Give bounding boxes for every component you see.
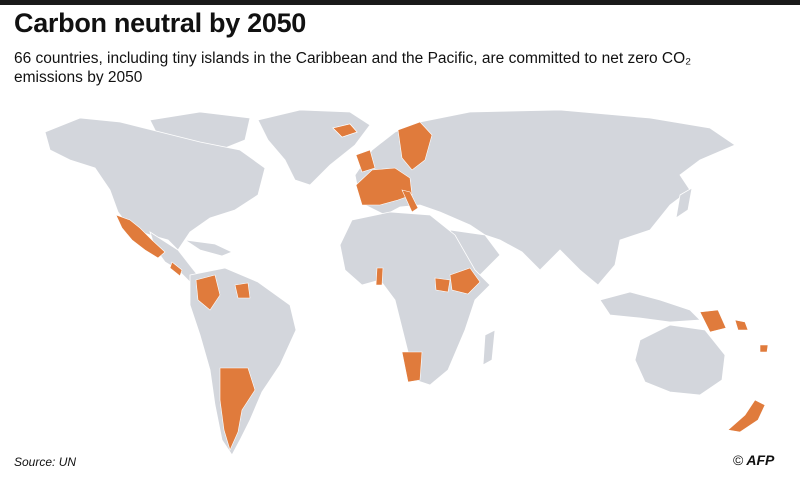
land-south-america	[189, 267, 297, 456]
country-west-africa	[375, 267, 384, 286]
country-nordics	[397, 121, 433, 171]
country-guianas	[234, 282, 251, 299]
copyright-symbol: ©	[733, 452, 744, 468]
country-italy	[401, 189, 419, 213]
country-iceland	[332, 123, 358, 138]
land-north-america	[44, 117, 266, 251]
highlight-layer	[115, 121, 769, 451]
country-uk	[355, 149, 376, 173]
page-title: Carbon neutral by 2050	[14, 8, 306, 38]
land-africa	[339, 211, 491, 386]
land-layer	[44, 109, 736, 456]
afp-logo: AFP	[746, 452, 775, 468]
country-mexico	[115, 214, 166, 259]
country-south-sudan	[434, 277, 451, 293]
country-namibia	[401, 351, 423, 383]
country-papua-new-guinea	[699, 309, 727, 333]
country-fiji	[759, 344, 769, 353]
country-new-zealand	[727, 399, 766, 433]
source-note: Source: UN	[14, 455, 77, 469]
land-australia	[634, 324, 726, 396]
page-subtitle: 66 countries, including tiny islands in …	[14, 50, 692, 86]
land-madagascar	[482, 329, 496, 366]
land-se-asia-islands	[599, 291, 701, 323]
country-argentina	[219, 367, 256, 451]
country-western-europe	[355, 167, 413, 206]
country-pacific-islands	[734, 319, 749, 331]
country-central-america	[169, 261, 183, 277]
land-caribbean	[184, 239, 234, 257]
land-greenland	[257, 109, 371, 186]
agency-credit: © AFP	[733, 452, 774, 468]
land-japan	[675, 187, 693, 219]
country-colombia	[195, 274, 221, 311]
land-eurasia	[354, 109, 736, 286]
top-rule	[0, 0, 800, 5]
country-ethiopia	[449, 267, 481, 295]
